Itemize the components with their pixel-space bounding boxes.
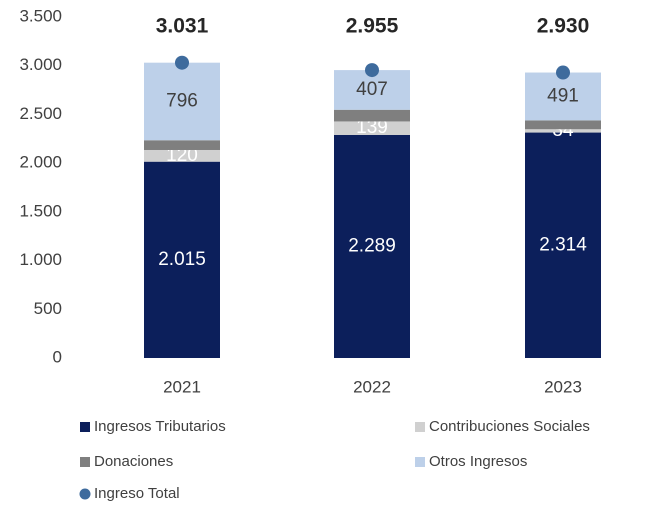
- y-tick-label: 3.000: [19, 55, 62, 74]
- y-tick-label: 0: [53, 347, 62, 366]
- total-label: 2.955: [346, 15, 399, 38]
- total-label: 3.031: [156, 15, 209, 38]
- bar-segment: [525, 132, 601, 358]
- y-tick-label: 3.500: [19, 6, 62, 25]
- bar-segment: [144, 62, 220, 141]
- x-tick-label: 2023: [544, 377, 582, 396]
- legend-label: Ingresos Tributarios: [94, 418, 226, 435]
- legend-label: Donaciones: [94, 453, 173, 470]
- total-marker: [175, 55, 189, 70]
- value-label: 796: [166, 90, 198, 111]
- value-label: 407: [356, 79, 388, 100]
- legend-swatch: [415, 457, 425, 467]
- total-marker: [365, 63, 379, 78]
- value-label: 120: [166, 145, 198, 166]
- legend-swatch: [80, 457, 90, 467]
- total-label: 2.930: [537, 15, 590, 38]
- value-label: 2.314: [539, 234, 587, 255]
- x-tick-label: 2022: [353, 377, 391, 396]
- bar-segment: [144, 140, 220, 150]
- value-label: 139: [356, 117, 388, 138]
- legend-label: Otros Ingresos: [429, 453, 527, 470]
- y-tick-label: 1.500: [19, 201, 62, 220]
- legend-marker: [79, 488, 91, 500]
- legend-swatch: [415, 422, 425, 432]
- value-label: 2.289: [348, 236, 396, 257]
- value-label: 2.015: [158, 249, 206, 270]
- value-label: 491: [547, 85, 579, 106]
- bar-segment: [334, 121, 410, 135]
- legend-swatch: [80, 422, 90, 432]
- total-marker: [556, 65, 570, 80]
- x-tick-label: 2021: [163, 377, 201, 396]
- bar-segment: [144, 149, 220, 162]
- bar-segment: [525, 129, 601, 133]
- bar-segment: [144, 161, 220, 358]
- legend-label: Contribuciones Sociales: [429, 418, 590, 435]
- y-tick-label: 500: [34, 299, 62, 318]
- y-tick-label: 2.500: [19, 104, 62, 123]
- bar-segment: [525, 120, 601, 130]
- bar-segment: [334, 109, 410, 122]
- bar-segment: [334, 134, 410, 358]
- y-tick-label: 2.000: [19, 153, 62, 172]
- y-tick-label: 1.000: [19, 250, 62, 269]
- legend-label: Ingreso Total: [94, 485, 180, 502]
- bar-segment: [525, 72, 601, 121]
